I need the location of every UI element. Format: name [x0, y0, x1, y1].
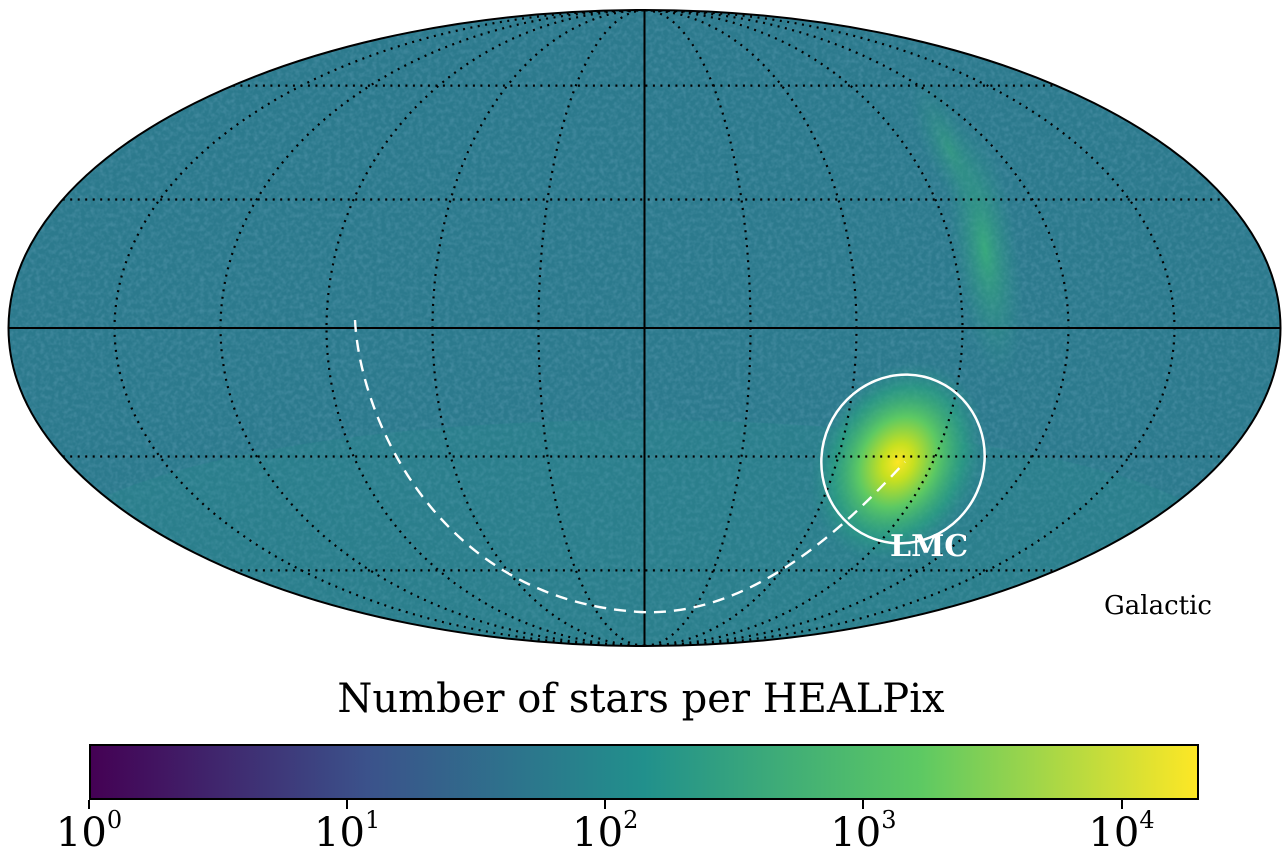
colorbar-tick [862, 800, 865, 809]
colorbar-tick [346, 800, 349, 809]
axis-lines [8, 10, 1281, 646]
lmc-label: LMC [890, 529, 969, 564]
colorbar-tick-label: 100 [55, 806, 123, 856]
colorbar-tick [604, 800, 607, 809]
coordinate-frame-label: Galactic [1104, 591, 1212, 621]
colorbar-tick-label: 103 [830, 806, 897, 856]
colorbar-tick-label: 102 [572, 806, 639, 856]
lmc-orbit-track [353, 319, 906, 614]
map-border [7, 9, 1282, 647]
colorbar-tick [88, 800, 90, 809]
colorbar-tick [1120, 800, 1123, 809]
colorbar-title: Number of stars per HEALPix [337, 676, 945, 722]
colorbar-tick-label: 101 [314, 806, 381, 856]
magellanic-stream-glow-upper [908, 76, 992, 224]
colorbar-tick-label: 104 [1088, 806, 1155, 856]
colorbar [89, 744, 1199, 800]
lmc-region-outline [820, 373, 986, 545]
sky-map [7, 9, 1282, 647]
